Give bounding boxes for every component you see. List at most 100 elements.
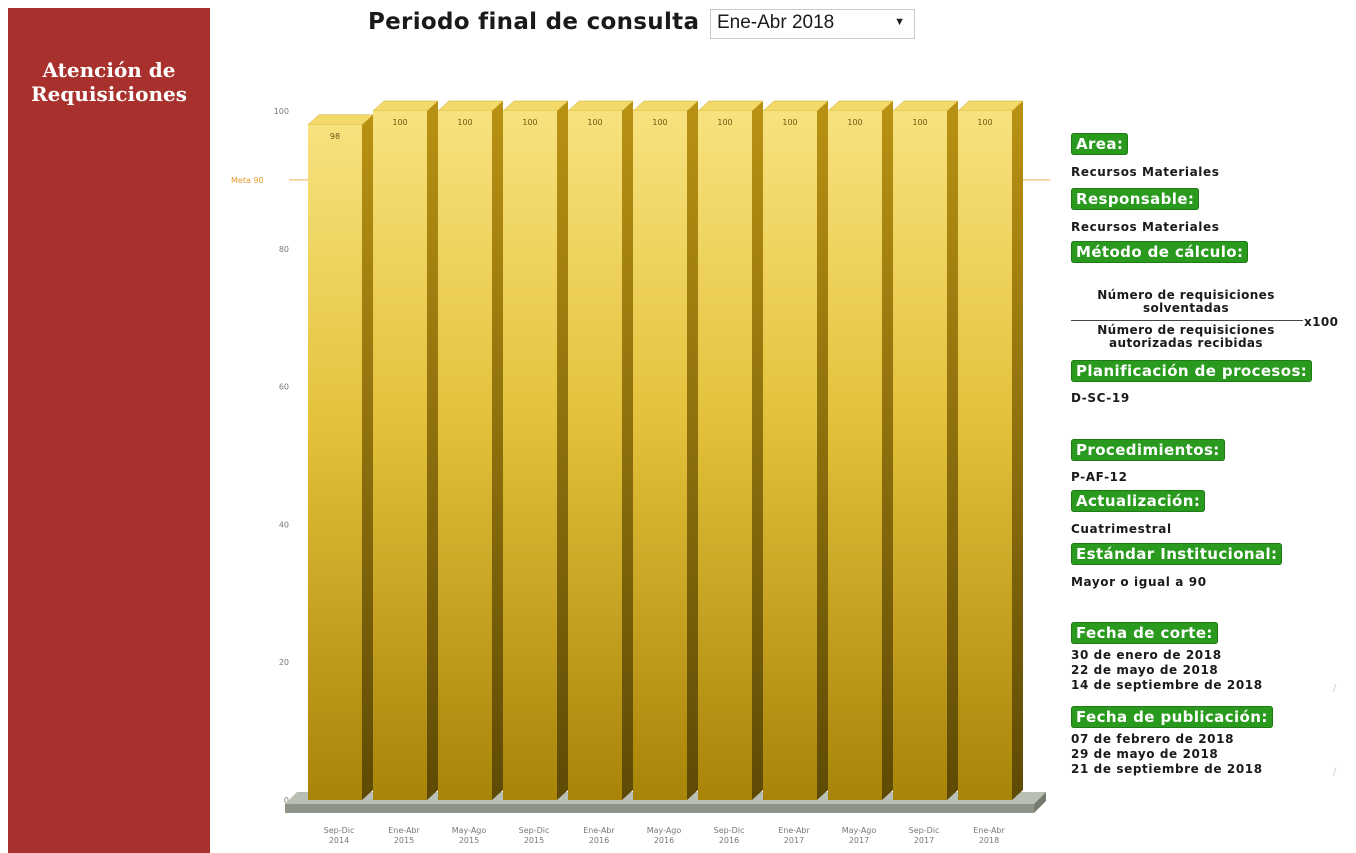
x-tick-label: Ene-Abr	[583, 826, 615, 835]
resize-handle-icon[interactable]: ∕	[1333, 767, 1337, 778]
responsable-value: Recursos Materiales	[1071, 220, 1220, 234]
bar-value-label: 100	[977, 118, 992, 127]
x-tick-label: 2016	[719, 836, 739, 845]
area-label: Area:	[1071, 133, 1129, 155]
bar-top	[307, 114, 374, 126]
x-tick-label: 2014	[329, 836, 349, 845]
bar	[698, 111, 752, 800]
bar-top	[762, 100, 829, 112]
y-tick-label: 100	[274, 107, 289, 116]
bar	[763, 111, 817, 800]
x-tick-label: 2015	[459, 836, 479, 845]
bar-side	[882, 101, 893, 800]
planificacion-value: D-SC-19	[1071, 391, 1130, 405]
bar	[633, 111, 687, 800]
x-tick-label: 2016	[654, 836, 674, 845]
procedimientos-label: Procedimientos:	[1071, 439, 1225, 461]
formula-denominator: Número de requisiciones autorizadas reci…	[1097, 323, 1275, 350]
bar-value-label: 100	[652, 118, 667, 127]
period-select[interactable]: Ene-Abr 2018 ▼	[710, 9, 915, 39]
formula-fraction-line	[1071, 320, 1303, 321]
y-tick-label: 60	[279, 383, 289, 392]
bar-value-label: 100	[457, 118, 472, 127]
bar-top	[437, 100, 504, 112]
bar	[958, 111, 1012, 800]
bar	[308, 124, 362, 800]
bar-top	[632, 100, 699, 112]
bar-value-label: 100	[392, 118, 407, 127]
bar-value-label: 100	[782, 118, 797, 127]
bar-side	[622, 101, 633, 800]
x-tick-label: 2015	[524, 836, 544, 845]
bar-value-label: 100	[587, 118, 602, 127]
chart-floor-front	[285, 804, 1034, 813]
planificacion-label: Planificación de procesos:	[1071, 360, 1313, 382]
bar-top	[697, 100, 764, 112]
x-tick-label: 2017	[914, 836, 934, 845]
bar-side	[362, 114, 373, 800]
x-tick-label: 2017	[784, 836, 804, 845]
bar-side	[817, 101, 828, 800]
sidebar: Atención de Requisiciones	[8, 8, 210, 853]
bar	[373, 111, 427, 800]
fecha-corte-label: Fecha de corte:	[1071, 622, 1218, 644]
calculation-formula: Número de requisiciones solventadas Núme…	[1071, 289, 1356, 359]
procedimientos-value: P-AF-12	[1071, 470, 1128, 484]
goal-label: Meta 90	[231, 176, 264, 185]
bar-top	[827, 100, 894, 112]
y-tick-label: 0	[284, 796, 289, 805]
bar-value-label: 100	[847, 118, 862, 127]
bar-value-label: 100	[522, 118, 537, 127]
bar-top	[567, 100, 634, 112]
fecha-publicacion-label: Fecha de publicación:	[1071, 706, 1273, 728]
formula-multiplier: x100	[1304, 315, 1339, 329]
formula-numerator: Número de requisiciones solventadas	[1097, 288, 1275, 315]
bar-side	[687, 101, 698, 800]
estandar-label: Estándar Institucional:	[1071, 543, 1283, 565]
x-tick-label: Sep-Dic	[324, 826, 355, 835]
actualizacion-value: Cuatrimestral	[1071, 522, 1172, 536]
x-tick-label: Ene-Abr	[388, 826, 420, 835]
sidebar-title[interactable]: Atención de Requisiciones	[31, 58, 187, 106]
y-tick-label: 40	[279, 520, 289, 529]
bar-side	[947, 101, 958, 800]
y-tick-label: 20	[279, 658, 289, 667]
x-tick-label: 2018	[979, 836, 999, 845]
bar	[438, 111, 492, 800]
x-tick-label: May-Ago	[647, 826, 682, 835]
bar-value-label: 98	[330, 132, 340, 141]
x-tick-label: Sep-Dic	[519, 826, 550, 835]
x-tick-label: May-Ago	[452, 826, 487, 835]
x-tick-label: 2015	[394, 836, 414, 845]
x-tick-label: Ene-Abr	[973, 826, 1005, 835]
x-tick-label: May-Ago	[842, 826, 877, 835]
bar	[568, 111, 622, 800]
bar-top	[372, 100, 439, 112]
fecha-publicacion-value: 07 de febrero de 2018 29 de mayo de 2018…	[1071, 732, 1263, 776]
resize-handle-icon[interactable]: ∕	[1333, 683, 1337, 694]
actualizacion-label: Actualización:	[1071, 490, 1206, 512]
x-tick-label: 2016	[589, 836, 609, 845]
bar-side	[427, 101, 438, 800]
period-label: Periodo final de consulta	[368, 9, 700, 35]
estandar-value: Mayor o igual a 90	[1071, 575, 1207, 589]
chevron-down-icon: ▼	[894, 16, 905, 28]
area-value: Recursos Materiales	[1071, 165, 1220, 179]
fecha-corte-value: 30 de enero de 2018 22 de mayo de 2018 1…	[1071, 648, 1263, 692]
bar	[503, 111, 557, 800]
metodo-calculo-label: Método de cálculo:	[1071, 241, 1249, 263]
bar-top	[502, 100, 569, 112]
bar-top	[957, 100, 1024, 112]
period-select-value: Ene-Abr 2018	[717, 12, 835, 33]
bar-value-label: 100	[912, 118, 927, 127]
bar-side	[1012, 101, 1023, 800]
x-tick-label: 2017	[849, 836, 869, 845]
x-tick-label: Sep-Dic	[909, 826, 940, 835]
bar-side	[492, 101, 503, 800]
bar-value-label: 100	[717, 118, 732, 127]
chart-floor-side	[1034, 792, 1046, 813]
bar-side	[752, 101, 763, 800]
x-tick-label: Sep-Dic	[714, 826, 745, 835]
x-tick-label: Ene-Abr	[778, 826, 810, 835]
